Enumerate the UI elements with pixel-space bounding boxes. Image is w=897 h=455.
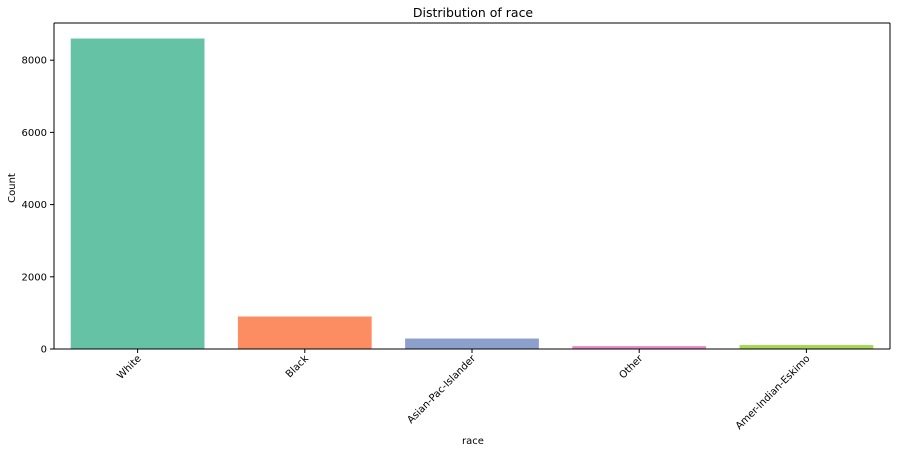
bar-asian-pac-islander <box>405 338 539 349</box>
bar-amer-indian-eskimo <box>739 345 874 349</box>
bar-white <box>70 38 205 350</box>
x-axis-label: race <box>462 436 484 447</box>
y-tick-label: 6000 <box>22 128 47 139</box>
bar-other <box>572 346 707 349</box>
y-tick-label: 8000 <box>22 56 47 67</box>
y-tick-label: 4000 <box>22 200 47 211</box>
chart-title: Distribution of race <box>413 5 534 20</box>
y-tick-label: 2000 <box>22 272 47 283</box>
bar-black <box>237 316 372 349</box>
y-tick-label: 0 <box>41 345 47 356</box>
y-axis-label: Count <box>7 173 18 203</box>
